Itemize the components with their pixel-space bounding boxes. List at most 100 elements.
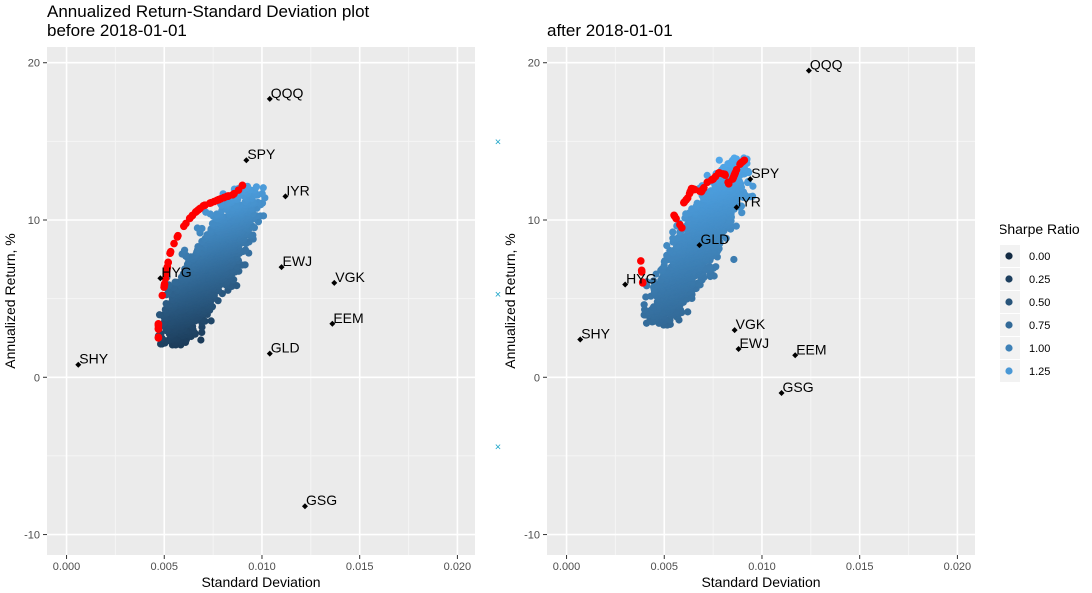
left-portfolio-point: [198, 328, 206, 337]
right-portfolio-point: [693, 199, 701, 207]
right-x-tick-label: 0.000: [553, 561, 581, 573]
legend-key-swatch: [1005, 275, 1013, 283]
left-portfolio-point: [156, 340, 165, 348]
right-x-axis-label: Standard Deviation: [701, 574, 820, 590]
right-y-axis-label: Annualized Return, %: [502, 233, 518, 368]
left-ticker-point-iyr: [282, 193, 289, 200]
left-ticker-point-eem: [329, 320, 336, 327]
legend-key-swatch: [1005, 252, 1013, 260]
left-ticker-label-shy: SHY: [79, 351, 108, 367]
right-portfolio-point: [640, 301, 648, 309]
right-ticker-label-shy: SHY: [581, 326, 610, 342]
left-portfolio-point: [208, 219, 217, 228]
right-x-tick-label: 0.005: [650, 561, 678, 573]
right-y-tick-label: 10: [528, 215, 540, 227]
legend-key-swatch: [1005, 367, 1013, 375]
right-portfolio-point: [730, 255, 738, 264]
left-y-tick-label: -10: [24, 530, 40, 542]
left-optimal-point: [206, 199, 214, 208]
right-plot-panel: [547, 47, 975, 555]
left-portfolio-point: [194, 242, 202, 251]
left-y-axis-label: Annualized Return, %: [2, 233, 18, 368]
left-optimal-point: [163, 265, 171, 274]
left-x-tick-label: 0.010: [248, 561, 276, 573]
legend-title: Sharpe Ratio: [1000, 221, 1080, 237]
left-ticker-point-hyg: [157, 275, 164, 282]
right-ticker-label-eem: EEM: [796, 341, 826, 357]
right-portfolio-point: [730, 154, 738, 162]
left-ticker-point-shy: [75, 361, 82, 368]
right-ticker-label-gsg: GSG: [783, 379, 814, 395]
left-portfolio-point: [162, 299, 170, 308]
left-portfolio-point: [258, 190, 266, 198]
right-optimal-point: [714, 169, 723, 178]
right-portfolio-point: [712, 263, 720, 271]
left-ticker-label-vgk: VGK: [335, 269, 365, 285]
left-x-axis-label: Standard Deviation: [201, 574, 320, 590]
left-portfolio-point: [181, 246, 189, 254]
left-optimal-point: [214, 195, 223, 204]
left-portfolio-cloud: [154, 182, 269, 349]
legend-item-label: 0.75: [1029, 320, 1050, 332]
left-optimal-point: [238, 181, 247, 190]
right-chart: 0.000 0.005 0.010 0.015 0.020-1001020Standar…: [495, 47, 975, 590]
left-optimal-point: [224, 192, 232, 200]
right-optimal-point: [676, 220, 684, 229]
right-portfolio-point: [684, 308, 692, 316]
left-x-tick-label: 0.000: [53, 561, 81, 573]
left-optimal-point: [154, 333, 163, 342]
left-ticker-label-iyr: IYR: [286, 182, 309, 198]
left-optimal-point: [182, 219, 190, 228]
right-portfolio-point: [732, 222, 740, 230]
stray-x-marker: ×: [495, 441, 501, 453]
right-x-tick-label: 0.010: [748, 561, 776, 573]
right-portfolio-point: [669, 234, 677, 242]
sharpe-legend: Sharpe Ratio 0.00 0.25 0.50 0.75 1.00 1.25: [1000, 221, 1080, 382]
left-ticker-label-hyg: HYG: [161, 264, 191, 280]
legend-item-label: 0.25: [1029, 274, 1050, 286]
left-optimal-point: [188, 211, 197, 220]
left-ticker-point-gld: [266, 350, 273, 357]
right-y-tick-label: 20: [528, 58, 540, 70]
left-portfolio-point: [259, 184, 267, 192]
left-portfolio-point: [241, 246, 250, 254]
right-optimal-point: [670, 212, 679, 221]
right-optimal-point: [739, 157, 747, 166]
left-x-tick-label: 0.005: [150, 561, 178, 573]
right-portfolio-point: [706, 262, 714, 271]
legend-item-label: 0.50: [1029, 297, 1050, 309]
legend-key-swatch: [1005, 321, 1013, 329]
legend-item-label: 0.00: [1029, 251, 1050, 263]
left-chart-title-line1: Annualized Return-Standard Deviation plo…: [47, 2, 370, 21]
left-optimal-point: [158, 291, 167, 300]
right-portfolio-point: [642, 293, 650, 301]
right-x-tick-label: 0.015: [846, 561, 874, 573]
left-ticker-point-ewj: [278, 264, 285, 271]
left-ticker-point-qqq: [266, 95, 273, 102]
right-portfolio-point: [669, 228, 677, 236]
left-portfolio-point: [252, 183, 261, 191]
right-chart-title: after 2018-01-01: [547, 21, 673, 40]
left-ticker-label-ewj: EWJ: [283, 253, 313, 269]
legend-item-label: 1.25: [1029, 366, 1050, 378]
left-ticker-point-gsg: [301, 503, 308, 510]
left-portfolio-point: [197, 336, 205, 344]
legend-item-label: 1.00: [1029, 343, 1050, 355]
left-ticker-point-vgk: [331, 279, 338, 286]
left-y-tick-label: 0: [34, 372, 40, 384]
right-ticker-label-iyr: IYR: [738, 193, 761, 209]
right-optimal-point: [680, 198, 688, 207]
left-portfolio-point: [171, 278, 179, 286]
legend-key-swatch: [1005, 298, 1013, 306]
right-ticker-label-spy: SPY: [751, 165, 780, 181]
left-y-tick-label: 10: [28, 215, 40, 227]
right-optimal-point: [637, 257, 645, 265]
left-ticker-label-gsg: GSG: [306, 492, 337, 508]
left-chart-title-line2: before 2018-01-01: [47, 21, 187, 40]
right-optimal-point: [707, 176, 716, 184]
left-portfolio-point: [207, 317, 215, 325]
right-portfolio-point: [715, 156, 723, 164]
left-portfolio-point: [155, 311, 164, 319]
